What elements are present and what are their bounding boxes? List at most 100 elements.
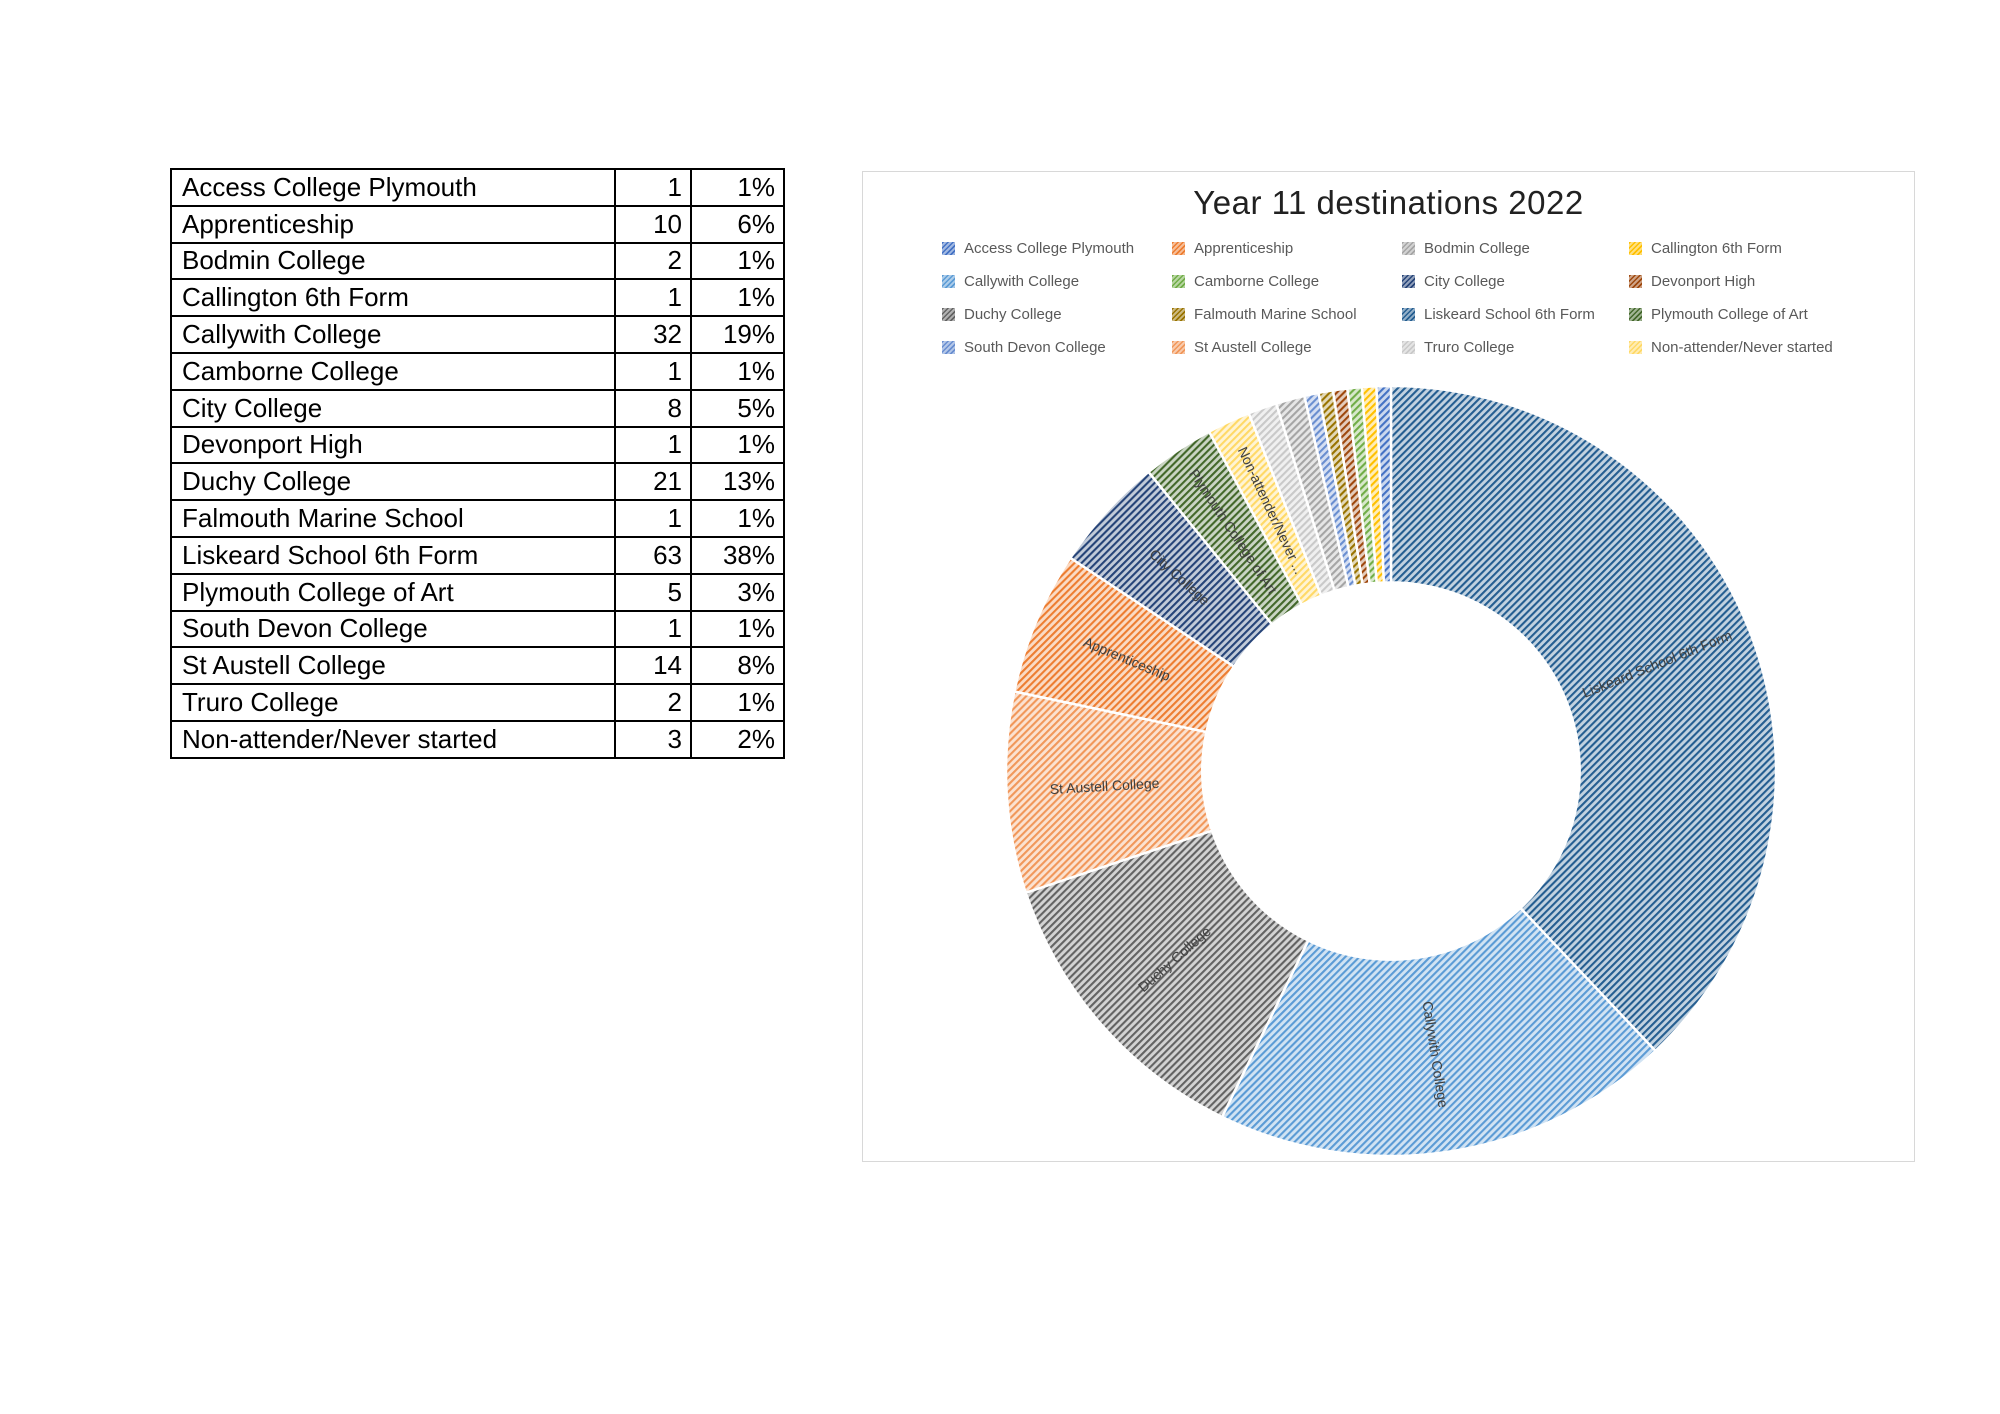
destination-name: Liskeard School 6th Form	[170, 535, 616, 575]
legend-label: Non-attender/Never started	[1651, 339, 1833, 356]
destination-percent: 8%	[690, 646, 785, 686]
destination-percent: 13%	[690, 462, 785, 502]
table-row-city-college: City College 8 5%	[170, 388, 785, 428]
destination-count: 2	[614, 683, 692, 722]
chart-legend: Access College Plymouth Apprenticeship Bod…	[942, 238, 1833, 358]
destination-percent: 3%	[690, 572, 785, 612]
table-row-apprenticeship: Apprenticeship 10 6%	[170, 204, 785, 244]
destination-count: 21	[614, 462, 692, 502]
destination-count: 5	[614, 572, 692, 612]
destination-name: Bodmin College	[170, 241, 616, 281]
legend-label: Bodmin College	[1424, 240, 1530, 257]
legend-swatch-south-devon-college	[942, 341, 955, 354]
destination-percent: 1%	[690, 425, 785, 465]
destination-count: 3	[614, 719, 692, 759]
donut-slice-duchy-college	[1024, 829, 1310, 1119]
legend-swatch-plymouth-college-of-art	[1629, 308, 1642, 321]
legend-label: Duchy College	[964, 306, 1062, 323]
table-row-falmouth-marine-school: Falmouth Marine School 1 1%	[170, 499, 785, 538]
donut-slice-access-college-plymouth	[1375, 384, 1393, 584]
destination-name: City College	[170, 388, 616, 428]
table-row-access-college-plymouth: Access College Plymouth 1 1%	[170, 168, 785, 207]
table-row-liskeard-school-6th-form: Liskeard School 6th Form 63 38%	[170, 535, 785, 575]
donut-slice-liskeard-school-6th-form	[1389, 384, 1778, 1053]
destination-count: 1	[614, 425, 692, 465]
chart-panel: Year 11 destinations 2022 Access College…	[862, 171, 1915, 1162]
legend-swatch-city-college	[1402, 275, 1415, 288]
legend-item-st-austell-college: St Austell College	[1172, 337, 1402, 358]
destination-name: South Devon College	[170, 609, 616, 649]
destination-name: Access College Plymouth	[170, 168, 616, 207]
donut-slice-callywith-college	[1220, 906, 1657, 1158]
legend-swatch-camborne-college	[1172, 275, 1185, 288]
destination-percent: 1%	[690, 278, 785, 318]
destinations-table: Access College Plymouth 1 1% Apprenticeship…	[170, 168, 785, 759]
destination-count: 14	[614, 646, 692, 686]
table-row-bodmin-college: Bodmin College 2 1%	[170, 241, 785, 281]
legend-item-bodmin-college: Bodmin College	[1402, 238, 1629, 259]
legend-swatch-access-college-plymouth	[942, 242, 955, 255]
destination-count: 8	[614, 388, 692, 428]
table-row-non-attender-never-started: Non-attender/Never started 3 2%	[170, 719, 785, 759]
legend-swatch-falmouth-marine-school	[1172, 308, 1185, 321]
destination-count: 1	[614, 499, 692, 538]
destination-percent: 1%	[690, 499, 785, 538]
destination-count: 10	[614, 204, 692, 244]
destination-count: 1	[614, 609, 692, 649]
legend-label: Liskeard School 6th Form	[1424, 306, 1595, 323]
table-row-camborne-college: Camborne College 1 1%	[170, 351, 785, 391]
legend-item-apprenticeship: Apprenticeship	[1172, 238, 1402, 259]
destination-percent: 6%	[690, 204, 785, 244]
destination-name: St Austell College	[170, 646, 616, 686]
destination-percent: 5%	[690, 388, 785, 428]
destination-count: 1	[614, 278, 692, 318]
table-row-plymouth-college-of-art: Plymouth College of Art 5 3%	[170, 572, 785, 612]
table-row-devonport-high: Devonport High 1 1%	[170, 425, 785, 465]
legend-item-access-college-plymouth: Access College Plymouth	[942, 238, 1172, 259]
legend-swatch-non-attender-never-started	[1629, 341, 1642, 354]
destination-name: Callington 6th Form	[170, 278, 616, 318]
destination-name: Truro College	[170, 683, 616, 722]
table-row-callywith-college: Callywith College 32 19%	[170, 315, 785, 354]
table-row-callington-6th-form: Callington 6th Form 1 1%	[170, 278, 785, 318]
legend-label: Callington 6th Form	[1651, 240, 1782, 257]
table-row-duchy-college: Duchy College 21 13%	[170, 462, 785, 502]
destination-percent: 1%	[690, 241, 785, 281]
legend-swatch-devonport-high	[1629, 275, 1642, 288]
table-row-st-austell-college: St Austell College 14 8%	[170, 646, 785, 686]
legend-item-camborne-college: Camborne College	[1172, 271, 1402, 292]
destination-name: Camborne College	[170, 351, 616, 391]
destination-name: Plymouth College of Art	[170, 572, 616, 612]
legend-label: St Austell College	[1194, 339, 1312, 356]
destination-name: Devonport High	[170, 425, 616, 465]
destination-percent: 1%	[690, 351, 785, 391]
destination-count: 1	[614, 168, 692, 207]
destination-percent: 1%	[690, 168, 785, 207]
destination-percent: 1%	[690, 609, 785, 649]
destination-count: 63	[614, 535, 692, 575]
legend-item-truro-college: Truro College	[1402, 337, 1629, 358]
legend-label: Truro College	[1424, 339, 1515, 356]
table-row-south-devon-college: South Devon College 1 1%	[170, 609, 785, 649]
legend-item-falmouth-marine-school: Falmouth Marine School	[1172, 304, 1402, 325]
destination-count: 32	[614, 315, 692, 354]
legend-label: Plymouth College of Art	[1651, 306, 1808, 323]
legend-swatch-st-austell-college	[1172, 341, 1185, 354]
legend-label: Devonport High	[1651, 273, 1756, 290]
legend-item-city-college: City College	[1402, 271, 1629, 292]
legend-swatch-duchy-college	[942, 308, 955, 321]
legend-item-non-attender-never-started: Non-attender/Never started	[1629, 337, 1833, 358]
donut-label-st-austell-college: St Austell College	[1049, 775, 1160, 797]
destination-name: Falmouth Marine School	[170, 499, 616, 538]
legend-item-devonport-high: Devonport High	[1629, 271, 1833, 292]
destination-name: Duchy College	[170, 462, 616, 502]
legend-label: Access College Plymouth	[964, 240, 1135, 257]
destination-name: Non-attender/Never started	[170, 719, 616, 759]
legend-label: Falmouth Marine School	[1194, 306, 1357, 323]
destination-count: 2	[614, 241, 692, 281]
destination-name: Callywith College	[170, 315, 616, 354]
destination-percent: 2%	[690, 719, 785, 759]
legend-label: Callywith College	[964, 273, 1080, 290]
legend-label: City College	[1424, 273, 1505, 290]
